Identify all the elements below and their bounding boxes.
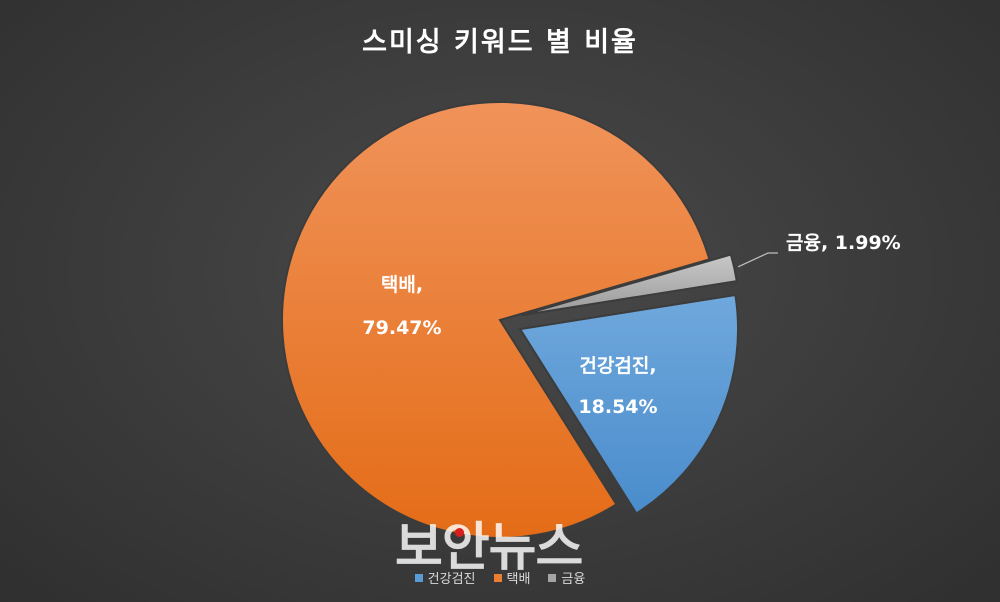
slice-label-value-건강검진: 18.54%	[578, 396, 657, 418]
legend-swatch-icon	[414, 573, 423, 582]
legend-swatch-icon	[548, 573, 557, 582]
slice-label-name-건강검진: 건강검진,	[579, 355, 656, 377]
slice-label-value-택배: 79.47%	[362, 317, 441, 339]
slice-label-금융: 금융, 1.99%	[786, 232, 901, 254]
legend: 건강검진 택배 금융	[0, 568, 1000, 587]
legend-label: 택배	[506, 572, 531, 587]
legend-label: 금융	[561, 572, 586, 587]
legend-label: 건강검진	[427, 572, 476, 587]
slice-label-leader-line	[737, 252, 778, 268]
watermark-logo: 보안뉴스	[395, 518, 583, 578]
slice-label-name-택배: 택배,	[381, 274, 423, 296]
pie-slice-건강검진	[518, 293, 740, 515]
chart-title: 스미싱 키워드 별 비율	[362, 27, 638, 58]
pie-slice-금융	[521, 253, 738, 317]
legend-item-금융: 금융	[548, 568, 585, 587]
watermark-dot-icon	[455, 528, 464, 537]
legend-item-택배: 택배	[493, 568, 531, 587]
legend-item-건강검진: 건강검진	[414, 568, 476, 587]
legend-swatch-icon	[493, 573, 502, 582]
